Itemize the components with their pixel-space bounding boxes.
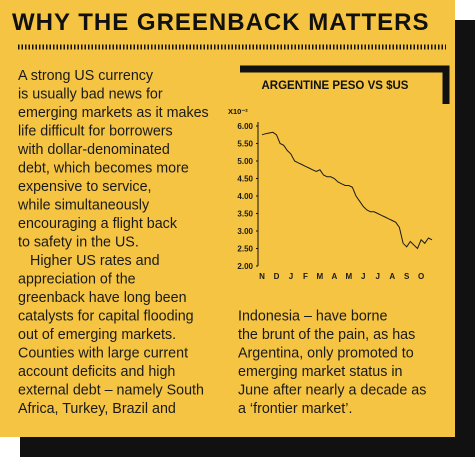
chart-frame [240, 65, 450, 104]
y-tick-label: 4.50 [237, 175, 253, 184]
x-tick-label: D [274, 272, 280, 281]
x-tick-label: S [404, 272, 410, 281]
body-line: Counties with large current [18, 346, 188, 362]
body-line: the brunt of the pain, as has [238, 327, 415, 343]
body-line: appreciation of the [18, 272, 136, 288]
body-line: Argentina, only promoted to [238, 346, 414, 362]
title: WHY THE GREENBACK MATTERS [12, 9, 429, 36]
x-tick-label: O [418, 272, 424, 281]
body-line: Africa, Turkey, Brazil and [18, 401, 176, 417]
body-line: external debt – namely South [18, 383, 204, 399]
y-tick-label: 4.00 [237, 192, 253, 201]
body-line: account deficits and high [18, 364, 175, 380]
y-tick-label: 5.00 [237, 157, 253, 166]
y-tick-label: 3.00 [237, 227, 253, 236]
background [0, 0, 455, 437]
x-tick-label: F [303, 272, 308, 281]
y-tick-label: 3.50 [237, 210, 253, 219]
x-tick-label: M [345, 272, 352, 281]
body-line: encouraging a flight back [18, 216, 178, 232]
y-unit: X10⁻² [228, 107, 248, 116]
x-tick-label: J [289, 272, 293, 281]
x-tick-label: A [331, 272, 337, 281]
y-tick-label: 6.00 [237, 122, 253, 131]
body-line: greenback have long been [18, 290, 187, 306]
x-tick-label: A [389, 272, 395, 281]
body-line: A strong US currency [18, 68, 154, 84]
y-tick-label: 2.50 [237, 245, 253, 254]
body-line: catalysts for capital flooding [18, 309, 194, 325]
body-line: while simultaneously [17, 198, 150, 214]
body-line: life difficult for borrowers [18, 124, 173, 140]
body-line: emerging markets as it makes [18, 105, 209, 121]
body-line: emerging market status in [238, 364, 403, 380]
body-line: a ‘frontier market’. [238, 401, 352, 417]
body-line: to safety in the US. [18, 235, 139, 251]
body-line: Indonesia – have borne [238, 309, 387, 325]
x-tick-label: M [317, 272, 324, 281]
chart-title: ARGENTINE PESO VS $US [262, 80, 409, 92]
body-line: Higher US rates and [30, 253, 160, 269]
body-line: out of emerging markets. [18, 327, 176, 343]
x-tick-label: J [376, 272, 380, 281]
y-tick-label: 2.00 [237, 262, 253, 271]
body-line: is usually bad news for [18, 87, 163, 103]
line-series [261, 131, 433, 250]
x-tick-label: N [259, 272, 265, 281]
body-line: expensive to service, [18, 179, 152, 195]
x-tick-label: J [361, 272, 365, 281]
body-line: June after nearly a decade as [238, 383, 426, 399]
body-line: debt, which becomes more [18, 161, 189, 177]
y-tick-label: 5.50 [237, 140, 253, 149]
body-line: with dollar-denominated [17, 142, 170, 158]
